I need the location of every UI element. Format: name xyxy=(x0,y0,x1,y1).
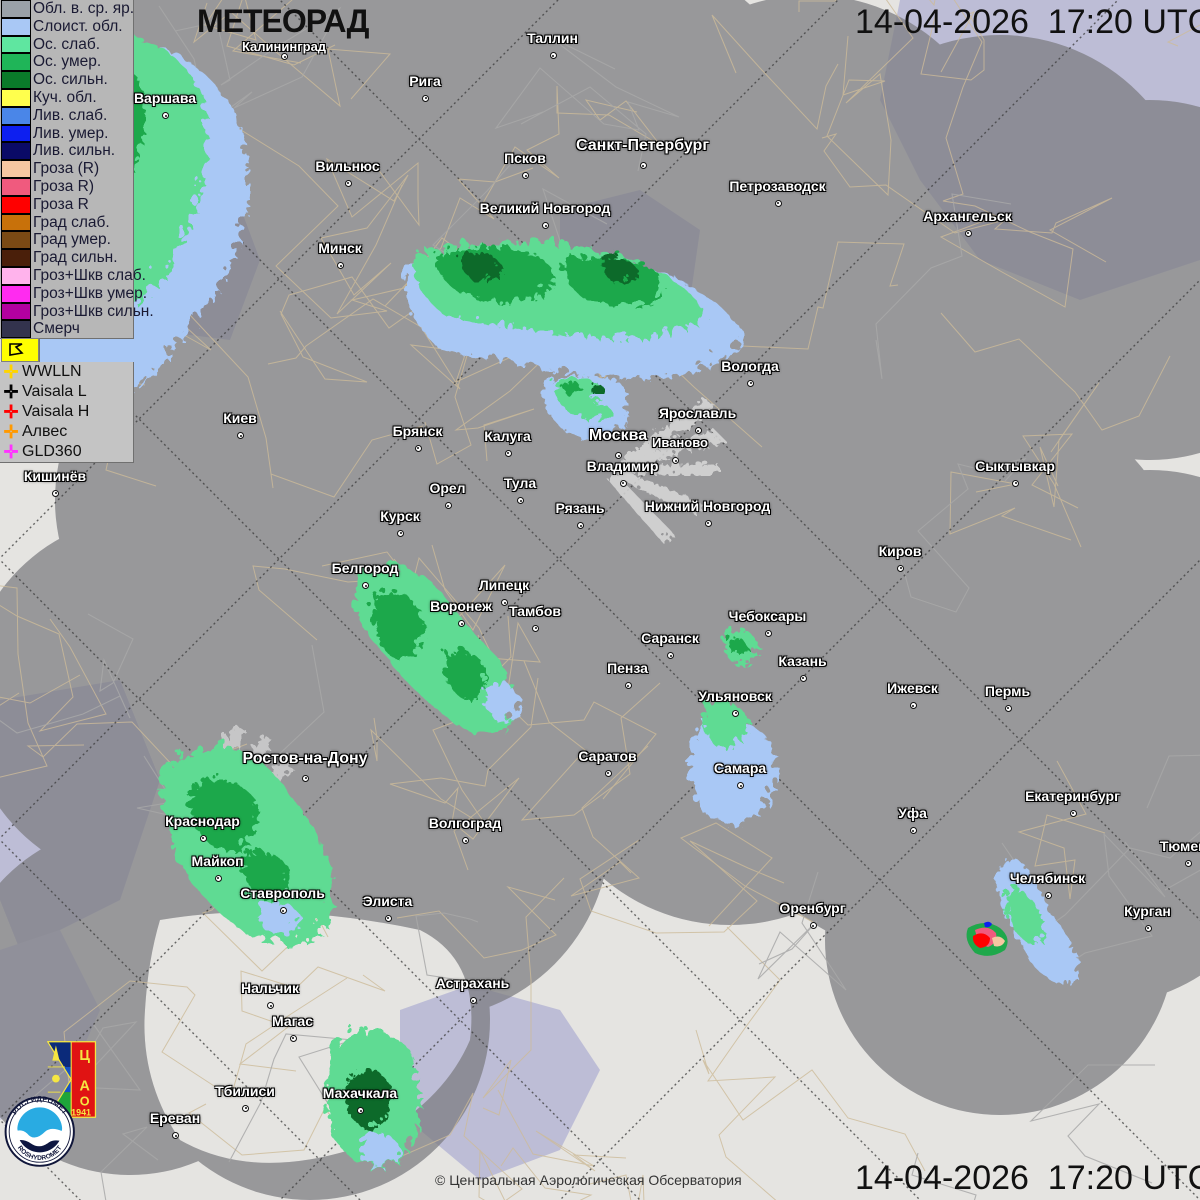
svg-text:О: О xyxy=(80,1095,90,1109)
svg-text:1941: 1941 xyxy=(71,1107,91,1117)
svg-text:Ц: Ц xyxy=(79,1048,90,1064)
svg-text:А: А xyxy=(79,1078,89,1094)
